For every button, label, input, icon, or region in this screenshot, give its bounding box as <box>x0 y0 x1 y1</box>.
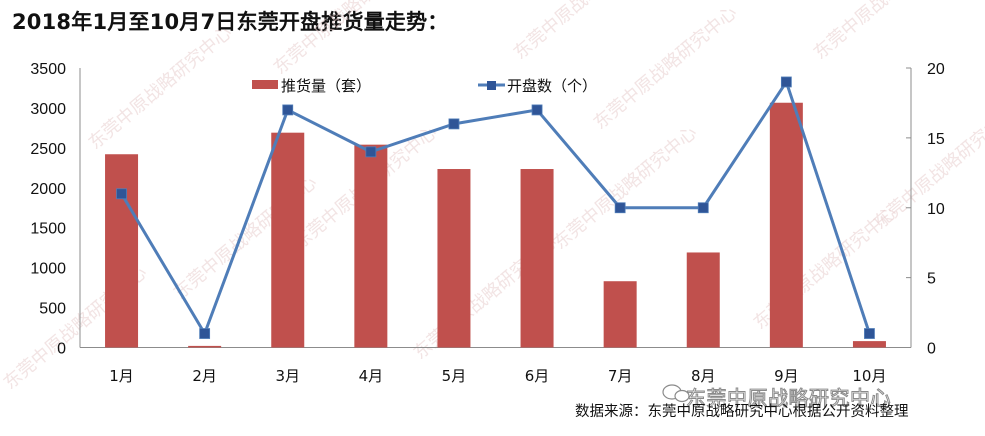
bar-3月 <box>271 132 305 348</box>
line-marker-7月 <box>614 202 626 214</box>
chart-title: 2018年1月至10月7日东莞开盘推货量走势： <box>12 10 449 34</box>
legend-line-marker <box>487 81 496 90</box>
x-axis-label: 1月 <box>109 367 134 385</box>
x-axis-label: 9月 <box>774 367 799 385</box>
bar-8月 <box>686 252 720 348</box>
bar-4月 <box>354 144 388 348</box>
watermark-text: 东莞中原战略研究中心 <box>270 0 421 79</box>
left-axis-tick: 1000 <box>30 261 66 278</box>
right-axis-tick: 20 <box>927 61 945 78</box>
x-axis-label: 4月 <box>359 367 384 385</box>
line-marker-3月 <box>282 104 294 116</box>
line-marker-6月 <box>531 104 543 116</box>
brand-watermark: 东莞中原战略研究中心 <box>686 386 892 411</box>
x-axis-label: 10月 <box>852 367 886 385</box>
left-axis-tick: 3000 <box>30 101 66 118</box>
right-axis-tick: 10 <box>927 201 945 218</box>
left-axis-tick: 3500 <box>30 61 66 78</box>
line-marker-1月 <box>116 188 127 200</box>
right-axis-tick: 5 <box>927 271 936 288</box>
bar-2月 <box>188 345 222 348</box>
watermark-text: 东莞中原战略研究中心 <box>85 22 236 154</box>
x-axis-label: 3月 <box>275 367 300 385</box>
left-axis-tick: 0 <box>57 341 66 358</box>
bar-7月 <box>603 281 637 348</box>
bar-9月 <box>769 102 803 348</box>
x-axis-label: 8月 <box>691 367 716 385</box>
x-axis-label: 6月 <box>525 367 550 385</box>
line-marker-10月 <box>864 328 875 339</box>
left-axis-tick: 2000 <box>30 181 66 198</box>
legend-bar-swatch <box>252 80 278 89</box>
x-axis-label: 7月 <box>608 367 633 385</box>
bar-5月 <box>437 169 471 348</box>
left-axis-tick: 2500 <box>30 141 66 158</box>
line-marker-9月 <box>780 76 792 88</box>
line-marker-2月 <box>199 328 211 339</box>
legend-line-label: 开盘数（个） <box>507 77 597 95</box>
source-note: 数据来源：东莞中原战略研究中心根据公开资料整理 <box>575 404 909 420</box>
wechat-icon-bubble <box>674 389 690 403</box>
right-axis-tick: 15 <box>927 131 945 148</box>
line-marker-4月 <box>365 146 377 158</box>
right-axis-tick: 0 <box>927 341 936 358</box>
left-axis-tick: 500 <box>39 301 66 318</box>
left-axis-tick: 1500 <box>30 221 66 238</box>
x-axis-label: 5月 <box>442 367 467 385</box>
watermark-text: 东莞中原战略研究中心 <box>810 0 961 64</box>
watermark-text: 东莞中原战略研究中心 <box>510 0 661 64</box>
line-marker-8月 <box>697 202 709 214</box>
bar-1月 <box>105 154 139 348</box>
bar-6月 <box>520 169 554 348</box>
bar-10月 <box>852 341 886 348</box>
line-series <box>120 80 871 336</box>
line-marker-5月 <box>448 118 460 130</box>
x-axis-label: 2月 <box>192 367 217 385</box>
watermark-text: 东莞中原战略研究中心 <box>590 2 741 134</box>
watermark-text: 东莞中原战略研究中心 <box>550 122 701 254</box>
legend-bar-label: 推货量（套） <box>281 77 371 95</box>
